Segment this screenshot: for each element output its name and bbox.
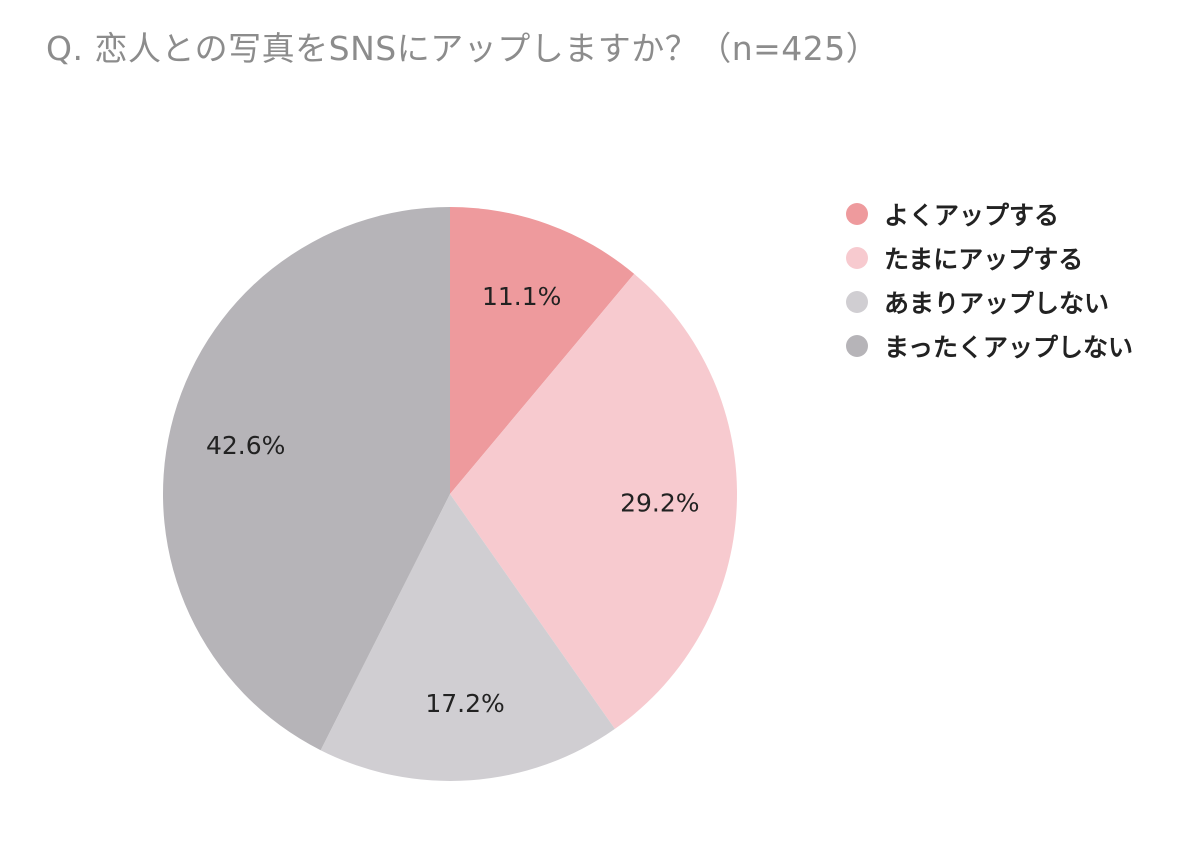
legend-swatch-3 [846, 335, 868, 357]
legend-swatch-0 [846, 203, 868, 225]
legend-swatch-1 [846, 247, 868, 269]
pie-slice-labels: 11.1% 29.2% 17.2% 42.6% [206, 282, 700, 718]
legend-item-2: あまりアップしない [846, 280, 1133, 324]
legend-label-3: まったくアップしない [884, 333, 1134, 362]
chart-title: Q. 恋人との写真をSNSにアップしますか？（n=425） [46, 29, 880, 68]
pie-slice-label-2: 17.2% [425, 689, 504, 718]
legend-label-2: あまりアップしない [884, 289, 1110, 318]
pie-slice-1 [450, 273, 738, 729]
legend-swatch-2 [846, 291, 868, 313]
pie-slice-0 [450, 207, 635, 494]
pie-slice-3 [162, 207, 450, 751]
pie-slice-label-3: 42.6% [206, 431, 285, 460]
pie-slice-2 [320, 494, 615, 781]
pie-slice-label-0: 11.1% [482, 282, 561, 311]
legend-item-1: たまにアップする [846, 236, 1133, 280]
legend-item-3: まったくアップしない [846, 324, 1133, 368]
legend-label-1: たまにアップする [884, 245, 1084, 274]
pie-slices [162, 207, 738, 781]
legend-label-0: よくアップする [884, 201, 1060, 230]
legend-item-0: よくアップする [846, 192, 1133, 236]
pie-slice-label-1: 29.2% [620, 488, 699, 517]
legend: よくアップする たまにアップする あまりアップしない まったくアップしない [846, 192, 1133, 368]
